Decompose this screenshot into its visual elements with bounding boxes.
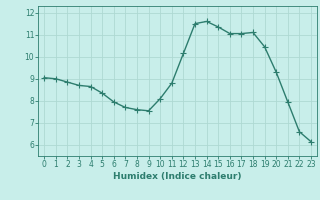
X-axis label: Humidex (Indice chaleur): Humidex (Indice chaleur) [113, 172, 242, 181]
